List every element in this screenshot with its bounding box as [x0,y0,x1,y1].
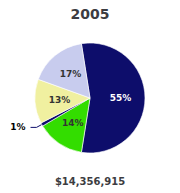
svg-text:2005: 2005 [71,6,110,22]
svg-text:13%: 13% [49,95,71,105]
svg-text:14%: 14% [62,118,84,128]
svg-text:1%: 1% [10,122,25,132]
svg-text:$14,356,915: $14,356,915 [55,176,125,187]
svg-text:55%: 55% [110,93,132,103]
svg-text:17%: 17% [60,69,82,79]
